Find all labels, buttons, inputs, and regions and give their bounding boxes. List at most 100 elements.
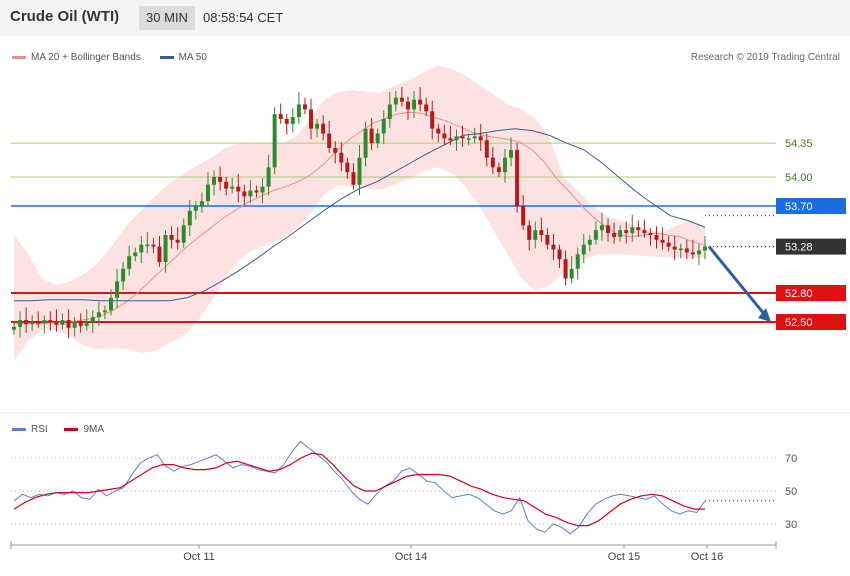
candle-body [290, 117, 295, 124]
candle-body [199, 201, 204, 206]
rsi-ma-line [13, 452, 705, 527]
candle-body [587, 239, 592, 245]
candle-body [502, 157, 507, 173]
candle-body [515, 149, 520, 206]
candle-body [466, 138, 471, 140]
candle-body [163, 234, 168, 263]
candle-body [72, 322, 77, 328]
rsi-legend-label: RSI [31, 424, 48, 435]
candle-body [224, 181, 229, 189]
ma50-swatch [159, 55, 174, 59]
credit-text: Research © 2019 Trading Central [690, 52, 840, 63]
candle-body [18, 320, 23, 327]
candle-body [145, 244, 150, 247]
candle-body [478, 136, 483, 141]
candle-body [678, 248, 683, 251]
candle-body [557, 249, 562, 260]
candle-body [90, 317, 95, 322]
candle-body [575, 254, 580, 269]
candle-body [60, 320, 65, 325]
candle-body [599, 225, 604, 231]
candle-body [569, 268, 574, 279]
candle-body [321, 123, 326, 134]
candle-body [630, 227, 635, 234]
candle-body [84, 322, 89, 326]
candle-body [254, 190, 259, 193]
candle-body [284, 118, 289, 124]
x-tick-label: Oct 11 [183, 551, 215, 563]
resistance-tag [776, 197, 846, 214]
candle-body [618, 230, 623, 237]
projection-arrowhead [758, 308, 771, 322]
candle-body [551, 244, 556, 250]
candle-body [563, 259, 568, 279]
candle-body [418, 99, 423, 105]
candle-body [169, 234, 174, 240]
candle-body [302, 104, 307, 110]
candle-body [399, 97, 404, 102]
candle-body [636, 227, 641, 231]
candle-body [242, 191, 247, 197]
candle-body [24, 320, 29, 324]
candle-body [96, 312, 101, 318]
candle-body [405, 101, 410, 110]
candle-body [272, 114, 277, 168]
support-tag-52.80 [776, 284, 846, 301]
candle-body [278, 114, 283, 119]
candle-body [496, 167, 501, 173]
candle-body [357, 157, 362, 185]
candle-body [127, 256, 132, 269]
candle-body [345, 162, 350, 173]
candle-body [42, 320, 47, 323]
candle-body [66, 320, 71, 328]
candle-body [121, 268, 126, 282]
rsi-line [13, 440, 706, 535]
candle-body [430, 111, 435, 129]
candle-body [509, 149, 514, 158]
rsi-ma-swatch [64, 427, 79, 431]
candle-body [436, 128, 441, 134]
candle-body [472, 136, 477, 139]
instrument-title: Crude Oil (WTI) [10, 8, 120, 25]
candle-body [266, 167, 271, 187]
rsi-ma-legend-label: 9MA [83, 424, 105, 435]
rsi-tick-70: 70 [785, 453, 797, 465]
ma50-legend-label: MA 50 [178, 52, 207, 63]
candle-body [642, 230, 647, 234]
ma20-legend-label: MA 20 + Bollinger Bands [31, 52, 141, 63]
candle-body [606, 225, 611, 234]
candle-body [54, 322, 59, 325]
candle-body [175, 239, 180, 243]
candle-body [193, 205, 198, 211]
candle-body [351, 172, 356, 185]
candle-body [296, 104, 301, 118]
candle-body [187, 210, 192, 226]
target-label-54.35: 54.35 [785, 138, 813, 150]
candle-body [48, 320, 53, 322]
support-label-52.50: 52.50 [785, 317, 813, 329]
chart-header: Crude Oil (WTI) 30 MIN 08:58:54 CET [0, 0, 850, 36]
candle-body [527, 225, 532, 240]
candle-body [533, 230, 538, 240]
candle-body [230, 186, 235, 189]
candle-body [696, 250, 701, 255]
candle-body [387, 104, 392, 119]
bollinger-band [14, 65, 705, 361]
support-label-52.80: 52.80 [785, 288, 813, 300]
current-price-label: 53.28 [785, 242, 813, 254]
candle-body [157, 246, 162, 263]
candle-body [248, 190, 253, 197]
candle-body [212, 176, 217, 185]
timeframe-badge[interactable]: 30 MIN [139, 6, 195, 30]
candle-body [108, 297, 113, 311]
candle-body [624, 230, 629, 234]
candle-body [236, 186, 241, 192]
x-tick-label: Oct 15 [608, 551, 640, 563]
support-tag-52.50 [776, 314, 846, 330]
candle-body [460, 136, 465, 139]
x-tick-label: Oct 16 [691, 551, 723, 563]
candle-body [78, 322, 83, 326]
candle-body [654, 234, 659, 240]
candle-body [539, 230, 544, 235]
